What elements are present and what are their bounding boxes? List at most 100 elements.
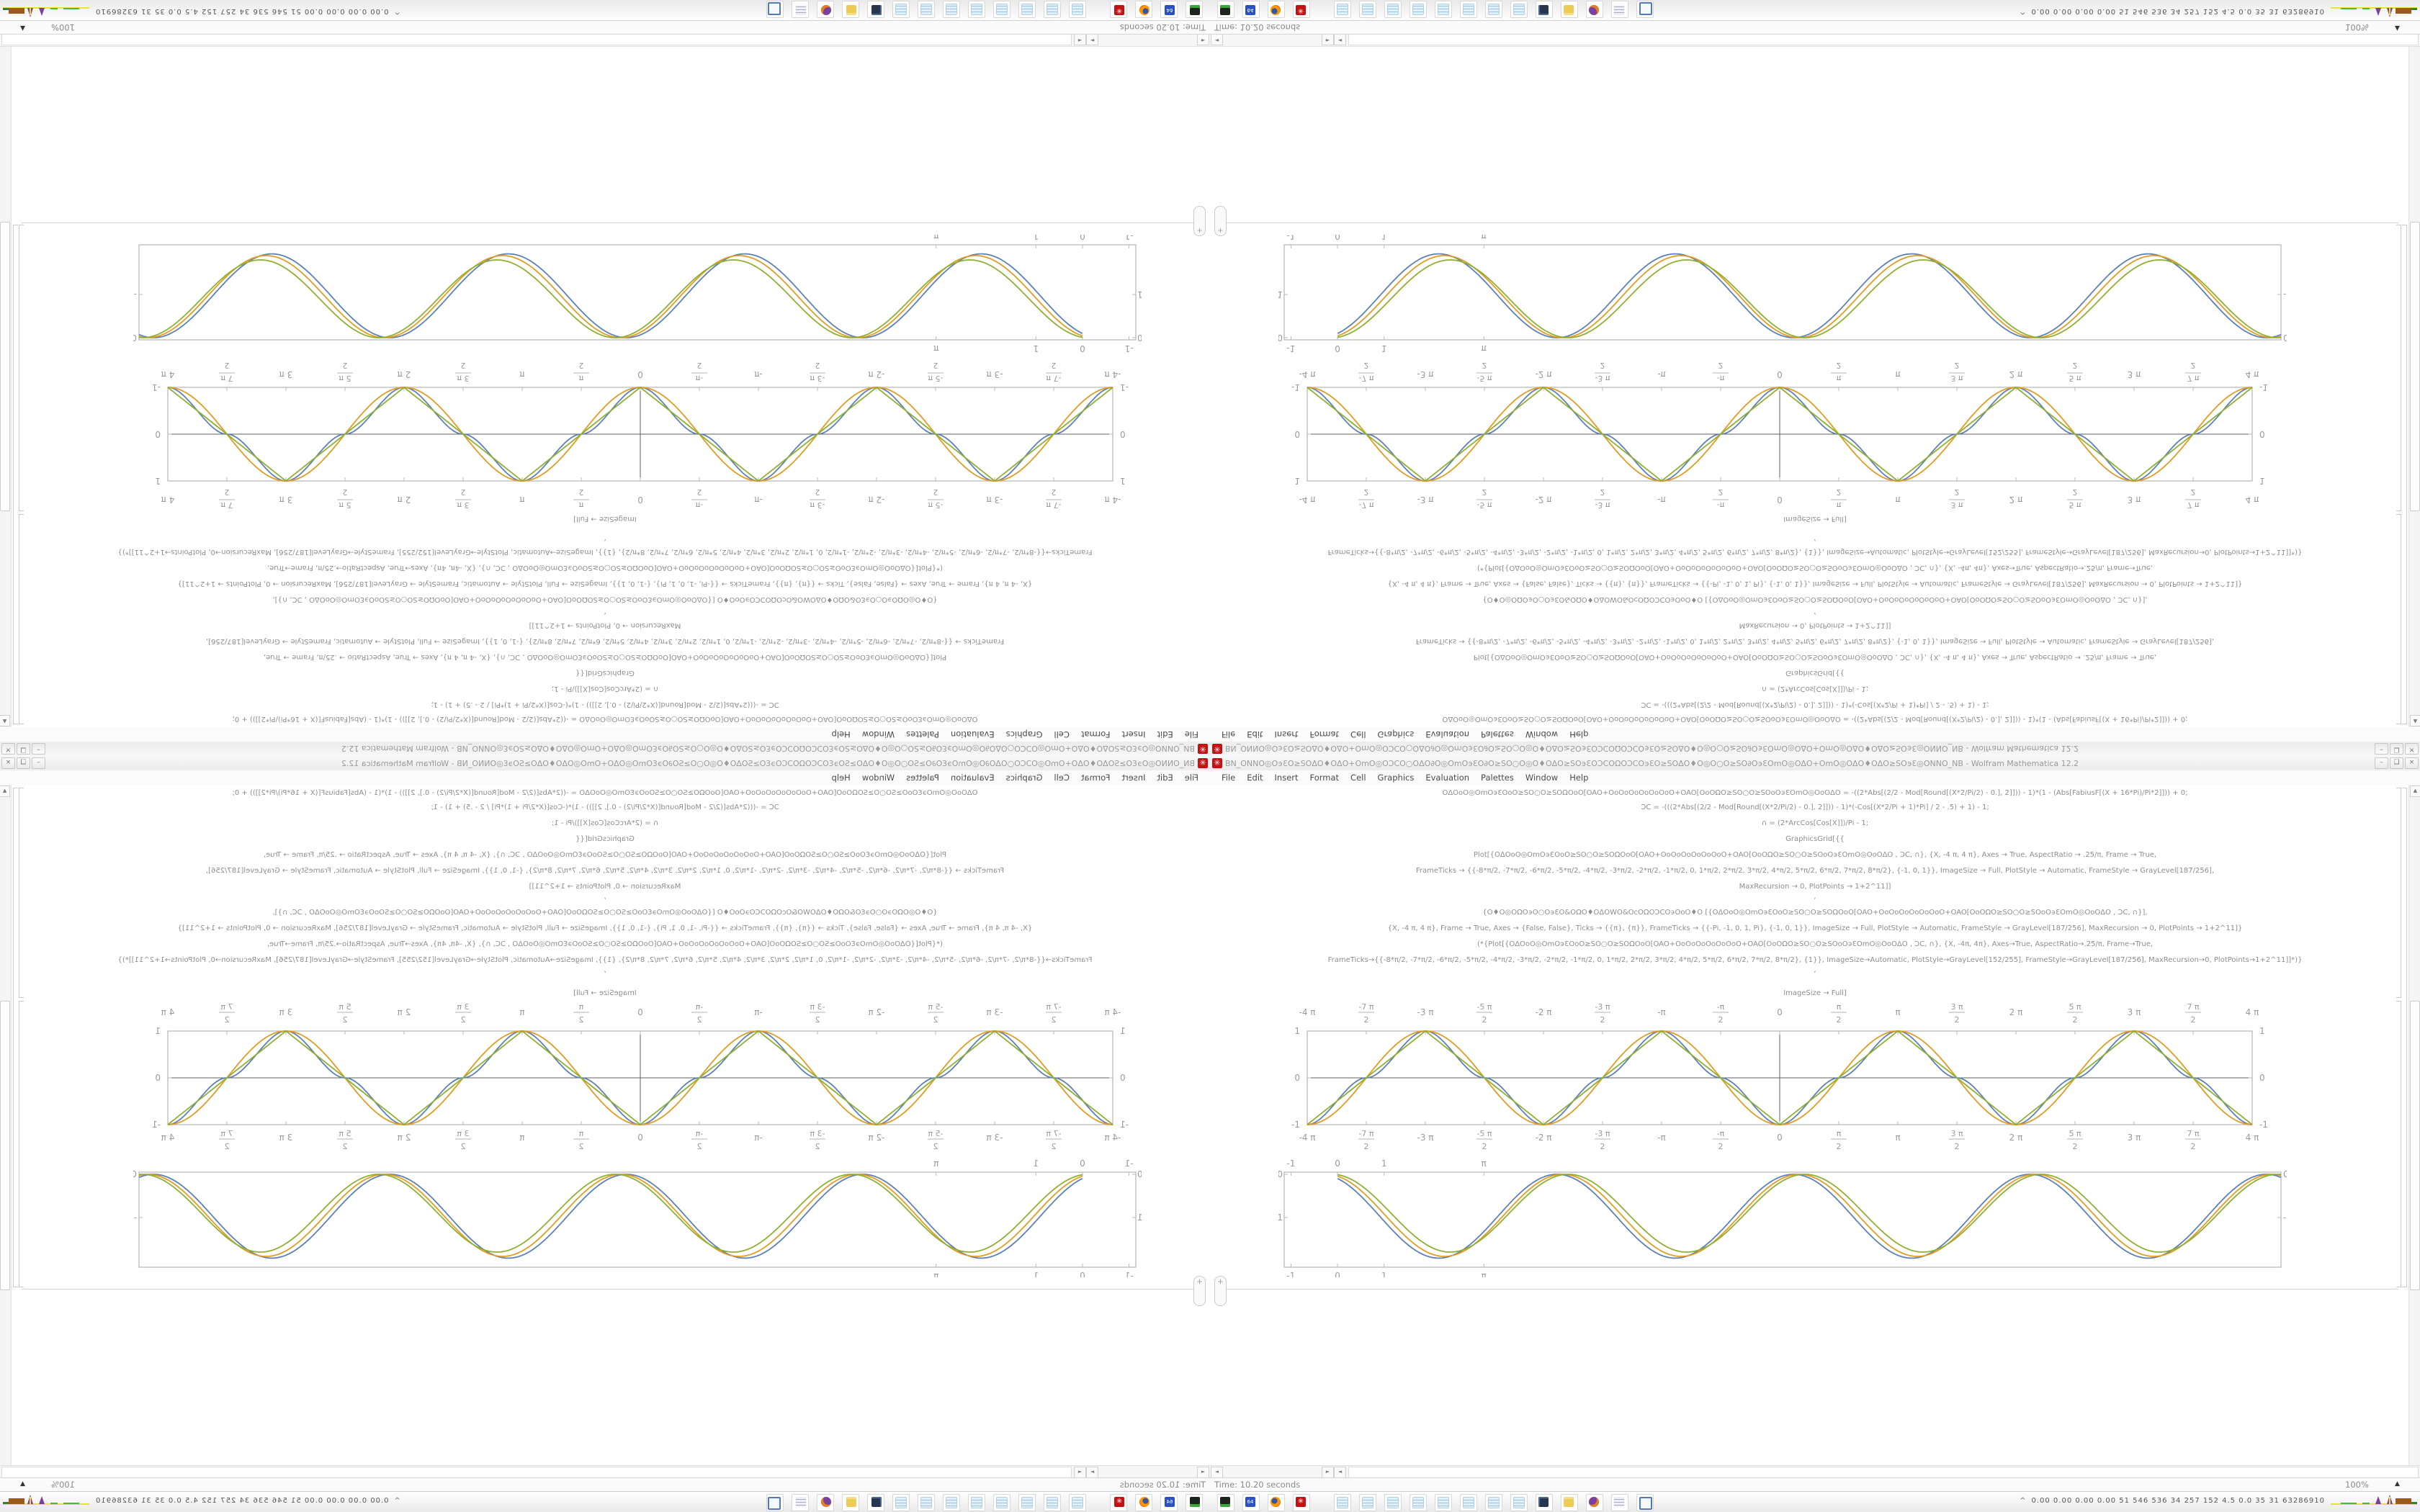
notepad-icon[interactable] bbox=[1018, 1, 1036, 18]
code-line-7[interactable]: MaxRecursion → 0, PlotPoints → 1+2^11]] bbox=[1739, 883, 1891, 891]
mathematica-red-gear-icon[interactable]: ✳ bbox=[1293, 1, 1310, 18]
media-player-purple-icon[interactable] bbox=[817, 1, 834, 18]
window-titlebar[interactable]: ✳ BN_ONNO◎O϶ƐO≥SOΔO♦OΔO+OmO◎OƆCO○OΔO∂O◎O… bbox=[0, 741, 1210, 756]
horizontal-scroll-track[interactable] bbox=[1, 1467, 1072, 1478]
tray-chevron-icon[interactable]: ^ bbox=[394, 7, 400, 16]
code-line-13[interactable]: , bbox=[1814, 966, 1816, 974]
notepad-icon[interactable] bbox=[1018, 1494, 1036, 1511]
media-player-purple-icon[interactable] bbox=[1586, 1494, 1603, 1511]
scroll-document-icon[interactable] bbox=[1611, 1, 1628, 18]
window-titlebar[interactable]: ✳ BN_ONNO◎O϶ƐO≥SOΔO♦OΔO+OmO◎OƆCO○OΔO∂O◎O… bbox=[1210, 756, 2420, 771]
menu-item-insert[interactable]: Insert bbox=[1121, 729, 1146, 739]
code-line-10[interactable]: {X, -4 π, 4 π}, Frame → True, Axes → {Fa… bbox=[1387, 924, 2243, 932]
code-cell-bracket[interactable] bbox=[19, 514, 24, 724]
notepad-icon[interactable] bbox=[1359, 1, 1376, 18]
scroll-left-icon[interactable]: ◄ bbox=[1211, 34, 1223, 45]
code-cell-bracket[interactable] bbox=[2396, 514, 2401, 724]
menu-item-palettes[interactable]: Palettes bbox=[1481, 773, 1514, 783]
tray-chevron-icon[interactable]: ^ bbox=[2020, 7, 2026, 16]
scroll-up-icon[interactable]: ▲ bbox=[2410, 715, 2420, 726]
vertical-scroll-thumb[interactable] bbox=[0, 222, 10, 511]
firefox-icon[interactable] bbox=[1135, 1, 1152, 18]
scroll-up-icon[interactable]: ▲ bbox=[0, 715, 10, 726]
close-button[interactable]: × bbox=[1, 757, 15, 769]
code-line-5[interactable]: Plot[{OΔOoO◎OmO϶ƐOoO≥SO○O≥SOΩOoO[OAO+OoO… bbox=[1473, 653, 2157, 661]
code-line-5[interactable]: Plot[{OΔOoO◎OmO϶ƐOoO≥SO○O≥SOΩOoO[OAO+OoO… bbox=[263, 851, 947, 859]
code-line-11[interactable]: (*{Plot[{OΔOoO◎OmO϶ƐOoO≥SO○O≥SOΩOoO[OAO+… bbox=[266, 564, 944, 572]
folder-icon[interactable] bbox=[1561, 1, 1578, 18]
menu-item-graphics[interactable]: Graphics bbox=[1377, 773, 1415, 783]
windows-frame-icon[interactable] bbox=[1636, 1, 1654, 18]
plot-output-1[interactable]: -4 π -4 π -7 π 2 -7 π 2 -3 π -3 π -5 π 2 -5 π 2 -2 π… bbox=[1278, 356, 2280, 521]
menu-item-insert[interactable]: Insert bbox=[1121, 773, 1146, 783]
code-line-2[interactable]: ƆC = -(((2*Abs[(2/2 - Mod[Round[(X*2/Pi/… bbox=[431, 804, 779, 811]
code-line-8[interactable]: , bbox=[604, 611, 606, 619]
notepad-icon[interactable] bbox=[1384, 1, 1402, 18]
code-line-12[interactable]: FrameTicks→{{-8*π/2, -7*π/2, -6*π/2, -5*… bbox=[117, 956, 1093, 964]
magnification-dropdown-icon[interactable]: ▲ bbox=[20, 24, 25, 32]
notepad-icon[interactable] bbox=[1044, 1494, 1061, 1511]
menu-item-help[interactable]: Help bbox=[831, 729, 851, 739]
minimize-button[interactable]: – bbox=[32, 757, 45, 769]
scroll-left-small-icon[interactable]: ◄ bbox=[1334, 1467, 1346, 1478]
code-line-7[interactable]: MaxRecursion → 0, PlotPoints → 1+2^11]] bbox=[1739, 621, 1891, 629]
restore-button[interactable]: ❑ bbox=[17, 757, 30, 769]
horizontal-scrollbar[interactable]: ◄ ► ◄ bbox=[0, 34, 1210, 47]
code-line-4[interactable]: GraphicsGrid[{{ bbox=[1785, 669, 1845, 677]
code-line-13[interactable]: , bbox=[604, 966, 606, 974]
menu-item-evaluation[interactable]: Evaluation bbox=[950, 773, 995, 783]
notepad-icon[interactable] bbox=[1460, 1494, 1477, 1511]
notepad-icon[interactable] bbox=[1069, 1, 1086, 18]
cell-insert-plus-marker[interactable]: + bbox=[1214, 1276, 1227, 1306]
folder-icon[interactable] bbox=[842, 1, 859, 18]
windows-frame-icon[interactable] bbox=[766, 1, 784, 18]
menu-item-edit[interactable]: Edit bbox=[1157, 773, 1173, 783]
code-line-6[interactable]: FrameTicks → {{-8*π/2, -7*π/2, -6*π/2, -… bbox=[205, 867, 1005, 875]
media-player-purple-icon[interactable] bbox=[1586, 1, 1603, 18]
scroll-document-icon[interactable] bbox=[792, 1, 809, 18]
code-line-12[interactable]: FrameTicks→{{-8*π/2, -7*π/2, -6*π/2, -5*… bbox=[117, 548, 1093, 556]
notepad-icon[interactable] bbox=[943, 1, 960, 18]
plot-output-1[interactable]: -4 π -4 π -7 π 2 -7 π 2 -3 π -3 π -5 π 2 -5 π 2 -2 π… bbox=[1278, 991, 2280, 1156]
notebook-content[interactable]: OΔOoO◎OmO϶ƐOoO≥SO○O≥SOΩOoO[OAO+OoOoOoOoO… bbox=[1210, 785, 2420, 1465]
menu-item-edit[interactable]: Edit bbox=[1247, 729, 1263, 739]
notepad-icon[interactable] bbox=[968, 1494, 985, 1511]
floppy-64-icon[interactable]: 64 bbox=[1160, 1494, 1178, 1511]
menu-item-format[interactable]: Format bbox=[1080, 773, 1111, 783]
code-line-11[interactable]: (*{Plot[{OΔOoO◎OmO϶ƐOoO≥SO○O≥SOΩOoO[OAO+… bbox=[266, 940, 944, 948]
vertical-scroll-thumb[interactable] bbox=[2410, 1001, 2420, 1290]
remote-desktop-icon[interactable] bbox=[867, 1, 884, 18]
window-titlebar[interactable]: ✳ BN_ONNO◎O϶ƐO≥SOΔO♦OΔO+OmO◎OƆCO○OΔO∂O◎O… bbox=[1210, 741, 2420, 756]
output-cell-bracket[interactable] bbox=[19, 225, 24, 511]
code-line-3[interactable]: ∩ = (2*ArcCos[Cos[X]])/Pi - 1; bbox=[1761, 819, 1869, 827]
menu-item-insert[interactable]: Insert bbox=[1274, 773, 1299, 783]
code-line-6[interactable]: FrameTicks → {{-8*π/2, -7*π/2, -6*π/2, -… bbox=[205, 637, 1005, 645]
code-line-12[interactable]: FrameTicks→{{-8*π/2, -7*π/2, -6*π/2, -5*… bbox=[1327, 956, 2303, 964]
cell-insert-plus-marker[interactable]: + bbox=[1193, 206, 1206, 236]
horizontal-scroll-track[interactable] bbox=[1, 34, 1072, 45]
magnification-label[interactable]: 100% bbox=[2345, 22, 2369, 32]
menu-item-graphics[interactable]: Graphics bbox=[1005, 729, 1043, 739]
cell-group-bracket[interactable] bbox=[13, 225, 18, 724]
code-line-9[interactable]: {O♦O◎OΩO϶O○O϶ƐO&OΩO♦OΔOWO&OcOΩOƆCO϶OoO♦O… bbox=[272, 595, 938, 603]
menu-item-cell[interactable]: Cell bbox=[1054, 729, 1070, 739]
menu-item-window[interactable]: Window bbox=[1525, 773, 1559, 783]
folder-icon[interactable] bbox=[1561, 1494, 1578, 1511]
menu-item-edit[interactable]: Edit bbox=[1247, 773, 1263, 783]
code-line-4[interactable]: GraphicsGrid[{{ bbox=[1785, 835, 1845, 843]
scroll-up-icon[interactable]: ▲ bbox=[0, 786, 10, 797]
code-line-8[interactable]: , bbox=[1814, 893, 1816, 901]
notepad-icon[interactable] bbox=[1485, 1, 1502, 18]
plot-output-1[interactable]: -4 π -4 π -7 π 2 -7 π 2 -3 π -3 π -5 π 2 -5 π 2 -2 π… bbox=[140, 991, 1142, 1156]
code-line-8[interactable]: , bbox=[1814, 611, 1816, 619]
cassette-emulator-icon[interactable] bbox=[1186, 1494, 1203, 1511]
menu-item-cell[interactable]: Cell bbox=[1054, 773, 1070, 783]
code-line-7[interactable]: MaxRecursion → 0, PlotPoints → 1+2^11]] bbox=[529, 621, 681, 629]
menu-item-evaluation[interactable]: Evaluation bbox=[1425, 773, 1470, 783]
firefox-icon[interactable] bbox=[1268, 1494, 1285, 1511]
code-line-13[interactable]: , bbox=[604, 538, 606, 546]
floppy-64-icon[interactable]: 64 bbox=[1242, 1, 1260, 18]
cell-group-bracket[interactable] bbox=[2402, 225, 2407, 724]
